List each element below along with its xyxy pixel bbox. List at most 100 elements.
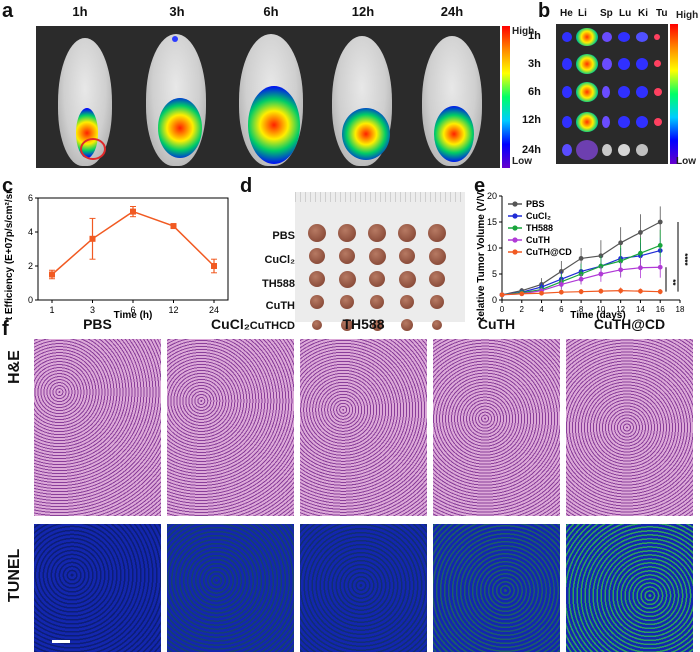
x-tick-label: 18 <box>676 305 685 314</box>
organ-image <box>602 32 612 42</box>
y-axis-label: Relative Tumor Volume (V/V₀) <box>476 190 487 320</box>
x-axis-label: Time (h) <box>114 310 153 320</box>
x-tick-label: 10 <box>596 305 605 314</box>
tunel-stain-image <box>566 524 693 652</box>
data-point <box>519 291 525 297</box>
x-tick-label: 2 <box>520 305 525 314</box>
legend-marker <box>512 249 518 255</box>
group-label: TH588 <box>261 278 295 290</box>
organ-label: Tu <box>656 8 668 19</box>
organ-image <box>602 144 612 156</box>
y-tick-label: 10 <box>487 243 497 253</box>
data-point <box>638 230 643 235</box>
tumor-image <box>309 271 325 287</box>
x-tick-label: 16 <box>656 305 665 314</box>
organ-image <box>562 58 572 70</box>
group-label: CuTH <box>265 300 295 312</box>
group-label: CuTHCD <box>249 320 295 332</box>
tumor-image <box>430 295 444 309</box>
y-tick-label: 4 <box>28 227 33 237</box>
group-label: CuCl₂ <box>264 254 295 266</box>
x-tick-label: 12 <box>616 305 625 314</box>
data-point <box>578 289 584 295</box>
column-header: CuTH@CD <box>593 316 666 332</box>
organ-image <box>562 144 572 156</box>
tumor-image <box>338 270 356 288</box>
row-label: 3h <box>528 58 541 70</box>
organ-image <box>576 112 598 132</box>
data-point <box>598 288 604 294</box>
data-point <box>558 282 564 287</box>
x-tick-label: 3 <box>90 305 95 315</box>
legend-label: CuTH@CD <box>526 247 572 257</box>
column-header: CuCl₂ <box>211 316 250 332</box>
colorbar <box>670 24 678 164</box>
x-tick-label: 6 <box>130 305 135 315</box>
legend-label: CuCl₂ <box>526 211 551 221</box>
tumor-image <box>338 224 356 242</box>
legend-marker <box>512 225 518 231</box>
panel-label-e: e <box>474 175 486 197</box>
organ-image <box>576 54 598 74</box>
data-point <box>49 271 55 278</box>
organ-image <box>636 86 648 98</box>
tumor-image <box>340 295 354 309</box>
data-point <box>130 208 136 215</box>
tumor-photo-panel: PBS CuCl₂ TH588 CuTH CuTHCD <box>250 192 467 332</box>
row-label: 12h <box>522 114 541 126</box>
data-point <box>598 271 604 277</box>
panel-label-f: f <box>2 318 9 340</box>
tumor-image <box>398 270 416 288</box>
organ-image <box>618 58 630 70</box>
organ-label: Lu <box>619 8 632 19</box>
data-point <box>89 235 96 242</box>
he-stain-image <box>34 339 161 516</box>
x-tick-label: 14 <box>636 305 645 314</box>
organ-image <box>636 58 648 70</box>
data-point <box>618 258 624 264</box>
ruler <box>295 192 465 202</box>
organ-image <box>576 28 598 46</box>
significance-label: **** <box>680 253 689 266</box>
panel-label-a: a <box>2 0 14 22</box>
y-tick-label: 2 <box>28 261 33 271</box>
organ-image <box>618 116 630 128</box>
row-label: 6h <box>528 86 541 98</box>
significance-label: ** <box>668 279 677 286</box>
organ-image <box>654 118 662 126</box>
data-point <box>499 292 505 298</box>
organ-image <box>654 34 660 40</box>
tumor-image <box>428 247 446 265</box>
tumor-image <box>399 248 415 264</box>
x-tick-label: 8 <box>579 305 584 314</box>
row-label: 1h <box>528 30 541 42</box>
x-tick-label: 4 <box>539 305 544 314</box>
tumor-image <box>368 247 386 265</box>
x-tick-label: 1 <box>49 305 54 315</box>
legend-marker <box>512 201 518 207</box>
data-point <box>539 290 544 296</box>
organ-image <box>576 82 598 102</box>
row-label: 24h <box>522 144 541 156</box>
data-point <box>211 263 217 269</box>
in-vivo-imaging-panel: 1h 3h 6h 12h 24h <box>36 4 500 168</box>
data-point <box>618 267 624 273</box>
x-tick-label: 0 <box>500 305 505 314</box>
colorbar <box>502 26 510 168</box>
tumor-image <box>308 224 326 242</box>
panel-label-b: b <box>538 0 551 22</box>
tumor-image <box>310 295 324 309</box>
tumor-image <box>428 224 446 242</box>
y-tick-label: 0 <box>492 295 497 305</box>
data-point <box>657 264 663 270</box>
y-tick-label: 20 <box>487 191 497 201</box>
legend-marker <box>512 237 518 243</box>
tunel-stain-image <box>34 524 161 652</box>
tumor-image <box>369 271 385 287</box>
organ-image <box>618 144 630 156</box>
tumor-image <box>339 248 355 264</box>
tumor-image <box>429 271 445 287</box>
panel-label-c: c <box>2 175 14 197</box>
organ-header: He Li Sp Lu Ki Tu <box>556 8 668 22</box>
legend-label: PBS <box>526 199 545 209</box>
